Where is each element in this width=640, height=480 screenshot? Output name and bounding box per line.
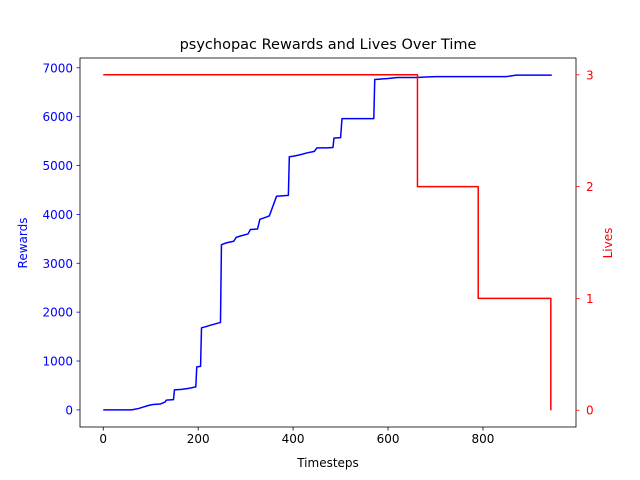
right-tick-label: 0 (586, 404, 594, 418)
right-axis-label: Lives (601, 228, 615, 259)
left-axis-label: Rewards (16, 218, 30, 269)
series-layer (103, 74, 552, 411)
left-tick-label: 6000 (42, 110, 73, 124)
x-axis-label: Timesteps (296, 456, 359, 470)
x-tick-label: 800 (472, 432, 495, 446)
left-tick-label: 7000 (42, 61, 73, 75)
x-axis-ticks: 0 200 400 600 800 (99, 427, 494, 446)
left-tick-label: 0 (65, 403, 73, 417)
left-tick-label: 2000 (42, 306, 73, 320)
x-tick-label: 600 (377, 432, 400, 446)
right-tick-label: 3 (586, 68, 594, 82)
right-tick-label: 2 (586, 180, 594, 194)
x-tick-label: 200 (187, 432, 210, 446)
x-tick-label: 400 (282, 432, 305, 446)
left-tick-label: 4000 (42, 208, 73, 222)
right-axis-ticks: 0 1 2 3 (576, 68, 594, 418)
plot-frame (79, 57, 577, 428)
left-axis-ticks: 0 1000 2000 3000 4000 5000 6000 7000 (42, 61, 80, 417)
left-tick-label: 5000 (42, 159, 73, 173)
rewards-series-line (103, 74, 552, 411)
chart-title: psychopac Rewards and Lives Over Time (180, 37, 477, 53)
x-tick-label: 0 (99, 432, 107, 446)
left-tick-label: 3000 (42, 257, 73, 271)
right-tick-label: 1 (586, 292, 594, 306)
lives-series-line (103, 74, 552, 411)
left-tick-label: 1000 (42, 355, 73, 369)
